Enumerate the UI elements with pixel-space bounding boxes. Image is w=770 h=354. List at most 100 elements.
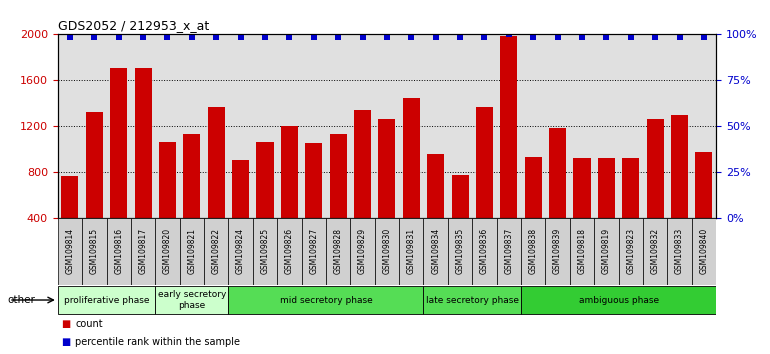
- Bar: [330, 134, 346, 218]
- Text: GSM109836: GSM109836: [480, 228, 489, 274]
- Point: [576, 34, 588, 40]
- Text: GSM109835: GSM109835: [456, 228, 464, 274]
- Bar: [232, 160, 249, 218]
- Text: GSM109837: GSM109837: [504, 228, 514, 274]
- Text: GSM109834: GSM109834: [431, 228, 440, 274]
- Text: GSM109829: GSM109829: [358, 228, 367, 274]
- Point: [551, 34, 564, 40]
- Text: percentile rank within the sample: percentile rank within the sample: [75, 337, 240, 347]
- Bar: [354, 110, 371, 218]
- Point: [259, 34, 271, 40]
- Text: GSM109840: GSM109840: [699, 228, 708, 274]
- Point: [698, 34, 710, 40]
- Text: GSM109825: GSM109825: [260, 228, 269, 274]
- Bar: [476, 107, 493, 218]
- Bar: [524, 157, 542, 218]
- Bar: [378, 119, 396, 218]
- Text: GSM109814: GSM109814: [65, 228, 75, 274]
- Bar: [375, 218, 399, 285]
- Bar: [229, 218, 253, 285]
- Bar: [403, 98, 420, 218]
- Text: ■: ■: [62, 337, 71, 347]
- Bar: [695, 152, 712, 218]
- Bar: [156, 286, 229, 314]
- Point: [430, 34, 442, 40]
- Point: [234, 34, 246, 40]
- Point: [64, 34, 76, 40]
- Text: ■: ■: [62, 319, 71, 329]
- Bar: [574, 158, 591, 218]
- Bar: [256, 142, 273, 218]
- Text: mid secretory phase: mid secretory phase: [280, 296, 373, 304]
- Bar: [131, 218, 156, 285]
- Bar: [500, 36, 517, 218]
- Bar: [647, 119, 664, 218]
- Text: GSM109818: GSM109818: [578, 228, 587, 274]
- Text: GSM109816: GSM109816: [114, 228, 123, 274]
- Text: GSM109819: GSM109819: [602, 228, 611, 274]
- Text: GSM109828: GSM109828: [333, 228, 343, 274]
- Bar: [62, 176, 79, 218]
- Point: [673, 34, 685, 40]
- Point: [454, 34, 466, 40]
- Bar: [302, 218, 326, 285]
- Bar: [594, 218, 618, 285]
- Text: GSM109830: GSM109830: [383, 228, 391, 274]
- Text: GSM109824: GSM109824: [236, 228, 245, 274]
- Bar: [229, 286, 424, 314]
- Bar: [549, 128, 566, 218]
- Bar: [58, 286, 156, 314]
- Bar: [106, 218, 131, 285]
- Bar: [85, 112, 103, 218]
- Bar: [399, 218, 424, 285]
- Bar: [326, 218, 350, 285]
- Text: ambiguous phase: ambiguous phase: [578, 296, 658, 304]
- Bar: [472, 218, 497, 285]
- Bar: [570, 218, 594, 285]
- Point: [161, 34, 173, 40]
- Point: [137, 34, 149, 40]
- Bar: [204, 218, 229, 285]
- Text: GSM109832: GSM109832: [651, 228, 660, 274]
- Text: GSM109838: GSM109838: [529, 228, 537, 274]
- Text: proliferative phase: proliferative phase: [64, 296, 149, 304]
- Bar: [135, 68, 152, 218]
- Bar: [451, 175, 469, 218]
- Bar: [521, 218, 545, 285]
- Text: GSM109833: GSM109833: [675, 228, 684, 274]
- Text: count: count: [75, 319, 103, 329]
- Bar: [545, 218, 570, 285]
- Point: [649, 34, 661, 40]
- Bar: [691, 218, 716, 285]
- Bar: [82, 218, 106, 285]
- Bar: [305, 143, 323, 218]
- Point: [283, 34, 296, 40]
- Bar: [643, 218, 668, 285]
- Bar: [497, 218, 521, 285]
- Text: other: other: [8, 295, 35, 305]
- Point: [88, 34, 100, 40]
- Point: [112, 34, 125, 40]
- Bar: [183, 134, 200, 218]
- Text: GSM109839: GSM109839: [553, 228, 562, 274]
- Point: [624, 34, 637, 40]
- Text: GDS2052 / 212953_x_at: GDS2052 / 212953_x_at: [58, 19, 209, 33]
- Point: [307, 34, 320, 40]
- Bar: [58, 218, 82, 285]
- Text: GSM109831: GSM109831: [407, 228, 416, 274]
- Text: GSM109822: GSM109822: [212, 228, 221, 274]
- Bar: [622, 158, 639, 218]
- Bar: [521, 286, 716, 314]
- Bar: [424, 286, 521, 314]
- Text: GSM109821: GSM109821: [187, 228, 196, 274]
- Point: [380, 34, 393, 40]
- Text: late secretory phase: late secretory phase: [426, 296, 519, 304]
- Point: [405, 34, 417, 40]
- Point: [210, 34, 223, 40]
- Bar: [427, 154, 444, 218]
- Bar: [350, 218, 375, 285]
- Point: [332, 34, 344, 40]
- Bar: [618, 218, 643, 285]
- Text: early secretory
phase: early secretory phase: [158, 290, 226, 310]
- Text: GSM109815: GSM109815: [90, 228, 99, 274]
